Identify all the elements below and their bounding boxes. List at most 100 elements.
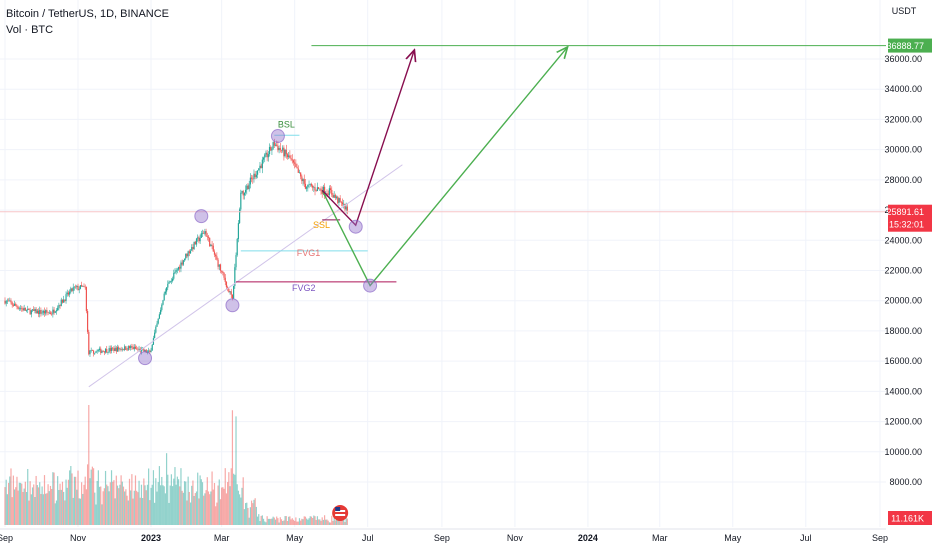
volume-bar [300,520,302,525]
candle-body [15,303,17,306]
volume-bar [145,490,147,525]
volume-bar [195,491,198,525]
candle-body [89,350,91,355]
candle-body [228,288,230,293]
volume-bar [176,476,178,525]
candle-body [70,288,72,292]
volume-bar [125,489,127,525]
volume-bar [84,476,86,525]
volume-bar [161,476,163,525]
candle-body [286,154,289,158]
volume-bar [9,476,11,525]
last-price-tag[interactable] [888,204,932,232]
volume-bar [343,515,345,525]
volume-bar [42,494,44,525]
volume-bar [100,486,102,525]
price-tick-label: 30000.00 [884,145,922,155]
candle-body [280,149,283,151]
volume-bar [302,519,304,525]
volume-tag[interactable] [888,511,932,525]
candle-body [212,245,214,252]
volume-bar [168,502,170,525]
candle-body [31,309,34,311]
target-price-tag[interactable] [888,38,932,53]
symbol-title[interactable]: Bitcoin / TetherUS, 1D, BINANCE [6,8,170,20]
volume-bar [16,476,18,525]
price-tick-label: 12000.00 [884,417,922,427]
volume-bar [66,487,68,525]
volume-bar [70,466,72,525]
price-axis[interactable]: USDT 36000.00 34000.00 32000.00 30000.00 2800… [884,0,932,550]
candle-body [205,231,207,237]
fvg2-label: FVG2 [292,283,316,293]
volume-bar [92,468,95,525]
volume-bar [12,475,14,525]
candle-body [218,264,220,267]
candle-body [49,312,52,314]
candle-body [239,209,241,224]
volume-readout-label: 11.161K [891,514,924,524]
volume-indicator-label[interactable]: Vol · BTC [6,24,54,36]
candle-body [249,177,251,185]
legend: Bitcoin / TetherUS, 1D, BINANCE Vol · BT… [6,6,169,38]
candle-body [115,347,117,352]
volume-bar [236,484,238,525]
volume-bar [198,498,200,525]
volume-bar [115,475,117,525]
volume-bar [235,416,237,525]
volume-bar [312,517,314,525]
candle-body [151,344,153,351]
candle-body [265,152,267,155]
volume-bar [140,484,143,525]
candle-body [5,301,7,304]
volume-bar [286,520,289,525]
volume-bar [126,495,128,525]
candle-body [266,152,268,158]
candle-body [183,258,186,261]
candle-body [290,158,292,160]
candle-body [18,308,20,309]
volume-bar [308,518,310,525]
time-axis[interactable]: Sep Nov 2023 Mar May Jul Sep Nov 2024 Mar May Jul Se… [0,528,888,543]
volume-bar [304,516,307,525]
volume-bar [76,489,78,525]
volume-bar [35,475,37,525]
candle-body [243,192,245,196]
candle-body [334,195,336,198]
volume-bar [199,475,201,525]
volume-bar [314,516,316,525]
volume-bar [211,471,213,525]
candle-body [200,233,202,238]
volume-bar [256,516,259,525]
candle-body [284,149,286,157]
candle-body [51,313,53,315]
price-tick-label: 36000.00 [884,54,922,64]
candle-body [16,305,18,308]
volume-bar [10,468,12,525]
candle-body [114,347,116,351]
volume-bar [321,517,323,525]
candle-body [207,236,210,238]
drawings: BSL SSL FVG1 FVG2 [0,45,886,388]
time-tick-label: Nov [70,533,87,543]
volume-bar [149,500,151,525]
candle-body [103,351,105,353]
volume-bar [78,498,80,525]
candle-body [237,223,240,239]
volume-bar [124,491,126,525]
candle-body [221,270,223,272]
candle-body [27,308,29,310]
volume-bar [151,484,153,525]
candle-body [180,262,182,269]
volume-bar [39,482,41,525]
volume-bar [273,517,275,525]
candle-body [313,187,315,188]
volume-bar [139,497,141,525]
candle-body [217,259,219,267]
candle-body [182,260,184,265]
candle-body [143,348,145,352]
candle-body [222,271,224,273]
volume-bar [200,479,202,525]
candle-body [79,285,82,289]
